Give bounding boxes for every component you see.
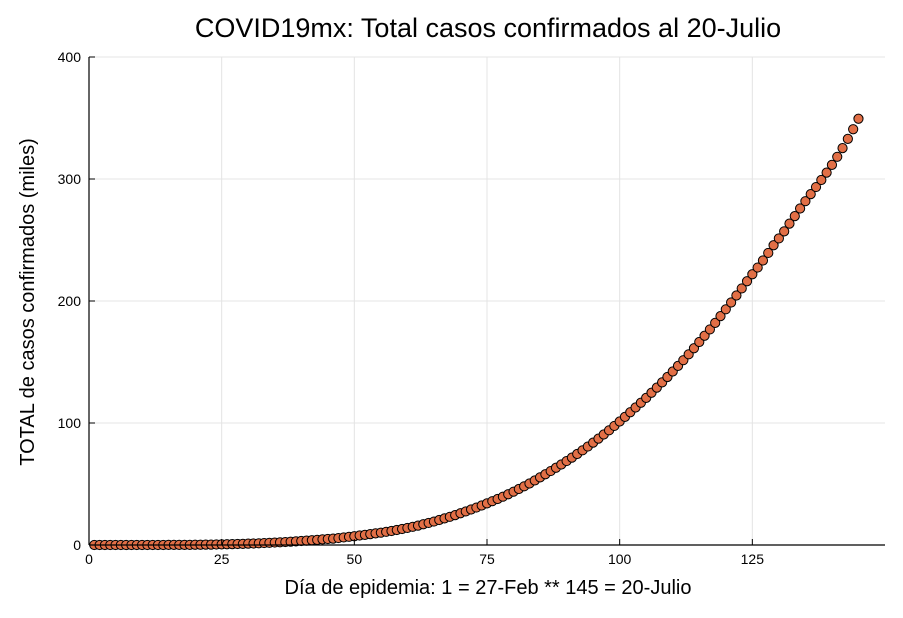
data-point [826, 159, 838, 170]
data-point [816, 174, 827, 186]
data-point [800, 196, 811, 207]
data-point [773, 233, 784, 244]
data-point [848, 124, 859, 135]
y-tick-label: 0 [73, 537, 81, 553]
data-point [784, 218, 795, 229]
data-point [779, 226, 790, 237]
data-point [710, 317, 721, 328]
data-point [736, 283, 747, 294]
x-tick-label: 100 [608, 551, 632, 567]
data-point [821, 167, 832, 178]
data-point [805, 189, 816, 200]
y-tick-label: 100 [58, 415, 82, 431]
data-point [789, 210, 800, 222]
x-axis-label: Día de epidemia: 1 = 27-Feb ** 145 = 20-… [285, 577, 692, 599]
data-point [842, 133, 853, 144]
data-point [720, 304, 731, 315]
data-point [757, 255, 769, 266]
data-point [752, 262, 763, 273]
data-point [794, 203, 806, 214]
x-tick-label: 75 [479, 551, 495, 567]
data-point [853, 113, 864, 124]
data-point [768, 240, 779, 251]
y-tick-label: 200 [58, 293, 82, 309]
data-point [837, 143, 848, 154]
data-point [741, 276, 753, 287]
data-point [715, 311, 726, 322]
data-point [731, 290, 742, 301]
scatter-points [89, 113, 864, 551]
tick-labels: 0 25 50 75 100 125 0 100 200 300 400 [58, 49, 765, 567]
data-point [726, 297, 737, 308]
x-tick-label: 125 [741, 551, 765, 567]
chart-title: COVID19mx: Total casos confirmados al 20… [195, 13, 781, 43]
data-point [704, 324, 715, 335]
x-tick-label: 25 [214, 551, 230, 567]
x-tick-label: 0 [85, 551, 93, 567]
grid [88, 56, 885, 546]
data-point [763, 247, 774, 259]
y-tick-label: 300 [58, 171, 82, 187]
data-point [832, 151, 843, 162]
x-tick-label: 50 [347, 551, 363, 567]
data-point [747, 269, 758, 280]
data-point [810, 181, 822, 193]
axes [88, 56, 885, 546]
y-axis-label: TOTAL de casos confirmados (miles) [17, 138, 39, 466]
y-tick-label: 400 [58, 49, 82, 65]
